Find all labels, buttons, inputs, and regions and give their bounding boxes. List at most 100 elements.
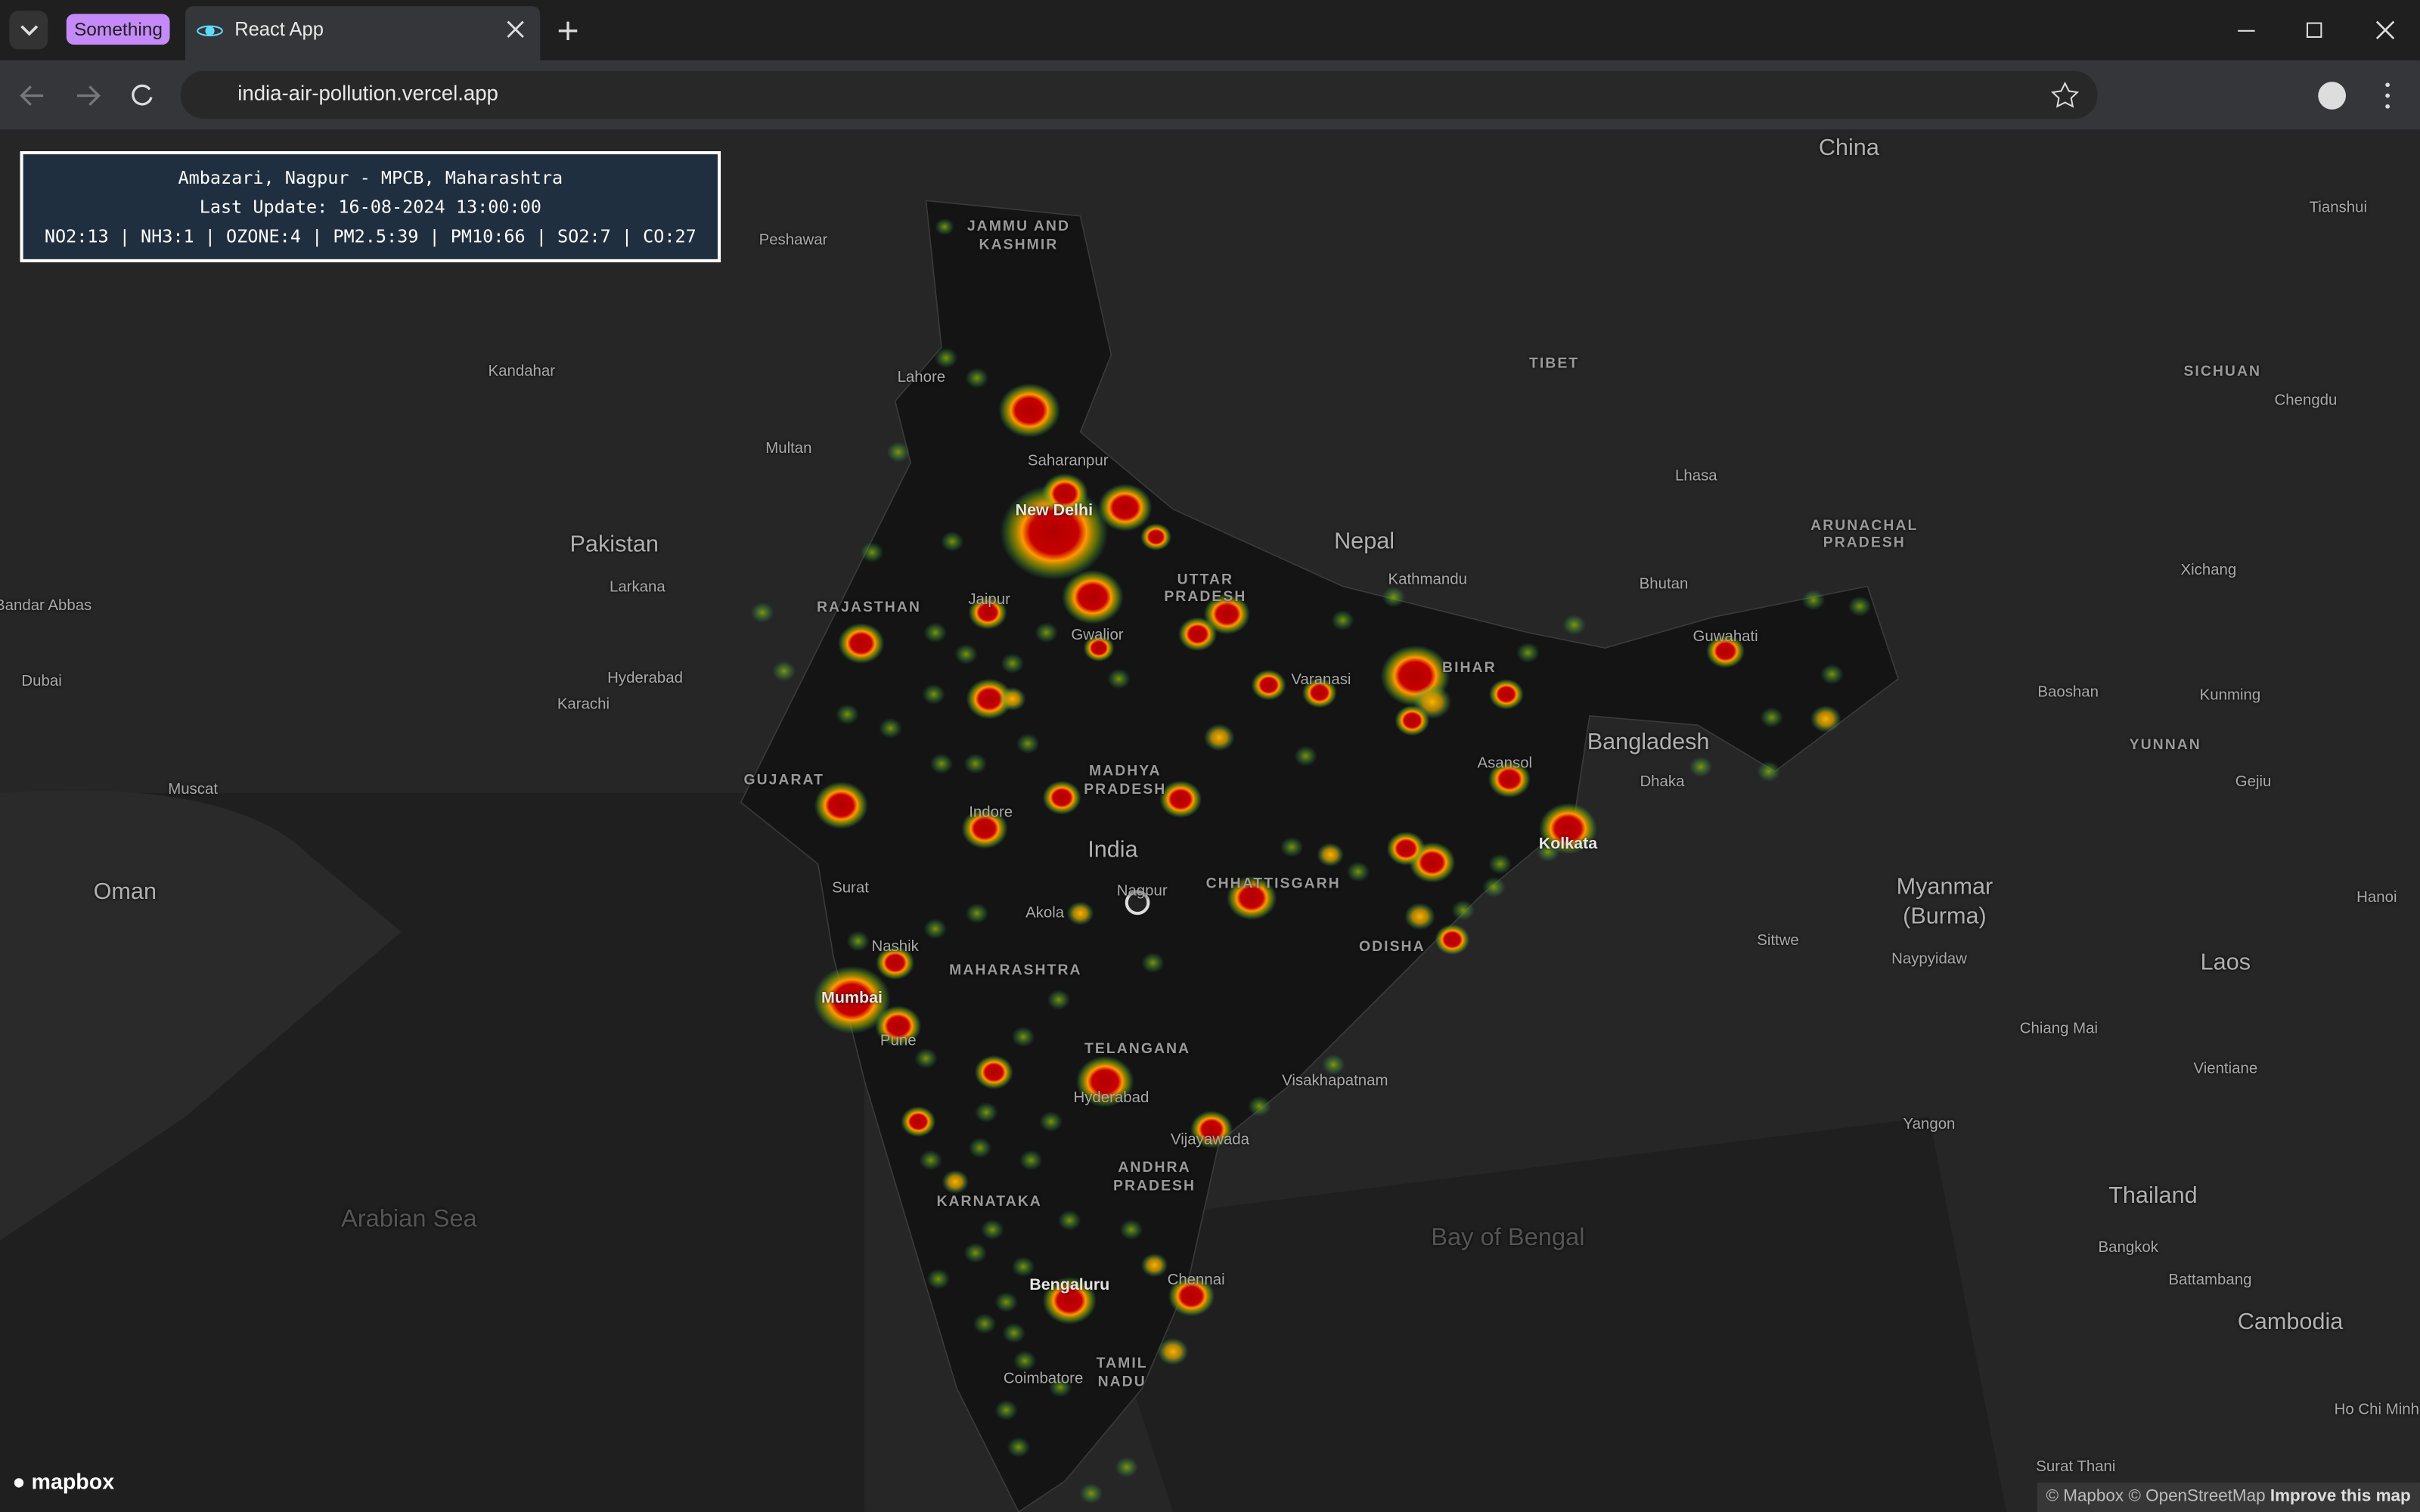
heat-spot	[1190, 1111, 1233, 1148]
map-label: UTTAR	[1177, 572, 1234, 589]
map-label: Bangladesh	[1587, 729, 1710, 755]
map-label: Bengaluru	[1029, 1275, 1110, 1295]
heat-spot	[1107, 668, 1131, 689]
attribution: © Mapbox © OpenStreetMap Improve this ma…	[2037, 1483, 2420, 1512]
close-window[interactable]	[2375, 20, 2395, 39]
forward[interactable]	[77, 85, 101, 106]
heat-spot	[1848, 596, 1872, 617]
restore[interactable]	[2306, 22, 2322, 38]
heat-spot	[1119, 1219, 1143, 1240]
mapbox-logo[interactable]: ● mapbox	[12, 1468, 115, 1494]
heat-spot	[836, 704, 859, 725]
heat-spot	[1019, 1150, 1043, 1171]
map-label: Dubai	[21, 673, 62, 691]
heat-spot	[1317, 842, 1345, 867]
map[interactable]: China Tianshui TIBET SICHUAN Chengdu JAMMU AN…	[0, 129, 2420, 1512]
omnibox[interactable]	[180, 70, 2098, 119]
heat-spot	[973, 1313, 997, 1334]
toolbar: india-air-pollution.vercel.app	[0, 60, 2420, 130]
heat-spot	[1057, 1210, 1081, 1231]
heat-spot	[919, 1150, 942, 1171]
attribution-credits[interactable]: © Mapbox © OpenStreetMap	[2046, 1487, 2266, 1506]
station-name: Ambazari, Nagpur - MPCB, Maharashtra	[178, 166, 563, 188]
bookmark[interactable]	[2051, 81, 2080, 108]
map-label: India	[1087, 837, 1138, 863]
heat-spot	[1395, 705, 1430, 736]
map-canvas	[0, 200, 2007, 1512]
map-label: Pune	[880, 1033, 917, 1050]
map-label: MADHYA	[1088, 763, 1162, 780]
heat-spot	[942, 1170, 970, 1194]
pollutant-readings: NO2:13 | NH3:1 | OZONE:4 | PM2.5:39 | PM…	[44, 225, 697, 247]
heat-spot	[1302, 677, 1337, 708]
map-label: Vijayawada	[1170, 1131, 1249, 1149]
back[interactable]	[20, 85, 44, 106]
heat-spot	[1247, 1095, 1271, 1117]
map-label: Gwalior	[1071, 627, 1124, 645]
heat-spot	[1013, 1350, 1037, 1371]
heat-spot	[1168, 1275, 1215, 1317]
heat-spot	[1294, 745, 1317, 767]
heat-spot	[1321, 1054, 1345, 1075]
new-tab[interactable]	[558, 21, 578, 41]
map-label: Cambodia	[2237, 1309, 2344, 1336]
heat-spot	[1562, 615, 1586, 635]
heat-spot	[1047, 989, 1071, 1010]
map-label: Gejiu	[2235, 773, 2272, 791]
map-label: Sittwe	[1757, 932, 1799, 950]
heat-spot	[935, 218, 954, 236]
map-label: New Delhi	[1015, 501, 1094, 520]
heat-spot	[1039, 1111, 1063, 1132]
map-label: Larkana	[609, 579, 666, 596]
profile[interactable]	[2318, 82, 2347, 110]
heat-spot	[1011, 1026, 1035, 1047]
heat-spot	[1536, 841, 1560, 862]
map-label: GUJARAT	[743, 772, 825, 789]
map-label: Laos	[2200, 950, 2251, 976]
station-marker[interactable]	[1125, 890, 1150, 916]
heat-spot	[968, 1137, 992, 1158]
map-label: Pakistan	[569, 531, 659, 558]
tab-title[interactable]: React App	[234, 18, 324, 41]
map-label: PRADESH	[1084, 781, 1167, 799]
heat-spot	[1331, 609, 1354, 631]
map-label: RAJASTHAN	[816, 599, 921, 617]
map-label: Dhaka	[1640, 773, 1685, 791]
map-label: Ho Chi Minh	[2334, 1402, 2419, 1419]
map-label: Peshawar	[759, 232, 828, 249]
map-label: Battambang	[2168, 1272, 2252, 1290]
last-update: Last Update: 16-08-2024 13:00:00	[199, 196, 541, 218]
heat-spot	[1001, 653, 1025, 674]
map-label: Chengdu	[2274, 392, 2338, 410]
improve-map-link[interactable]: Improve this map	[2270, 1487, 2411, 1506]
map-label: Kandahar	[488, 363, 556, 381]
map-label: BIHAR	[1442, 659, 1497, 677]
heat-spot	[1000, 485, 1109, 580]
heat-spot	[1079, 1483, 1103, 1504]
heat-spot	[1689, 756, 1713, 777]
heat-spot	[1115, 1457, 1139, 1478]
url[interactable]: india-air-pollution.vercel.app	[237, 82, 498, 105]
heat-spot	[846, 931, 870, 952]
map-label: ODISHA	[1358, 938, 1426, 956]
map-label: Vientiane	[2193, 1061, 2258, 1078]
active-tab[interactable]	[185, 6, 541, 60]
map-label: PRADESH	[1823, 534, 1906, 552]
map-label: Bhutan	[1639, 576, 1689, 593]
map-label: YUNNAN	[2129, 736, 2201, 754]
heat-spot	[1435, 924, 1470, 956]
tab-search-button[interactable]	[9, 11, 48, 50]
tab-group-label[interactable]: Something	[66, 14, 171, 45]
map-label: TAMIL	[1096, 1355, 1148, 1373]
tab-strip-icons	[9, 6, 2395, 60]
heat-spot	[1048, 1377, 1072, 1398]
heat-spot	[929, 753, 954, 774]
map-label: TELANGANA	[1084, 1040, 1191, 1058]
reload[interactable]	[132, 84, 153, 106]
map-label: Lahore	[897, 369, 946, 387]
map-label: Oman	[93, 878, 157, 905]
heat-spot	[1488, 679, 1524, 710]
heat-spot	[1141, 952, 1165, 973]
heat-spot	[876, 946, 915, 980]
close-tab[interactable]	[507, 20, 524, 38]
